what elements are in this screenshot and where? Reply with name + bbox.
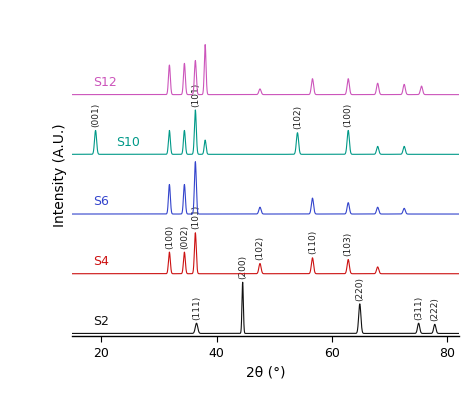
Text: (101): (101) xyxy=(191,82,200,107)
Text: (001): (001) xyxy=(91,103,100,127)
Y-axis label: Intensity (A.U.): Intensity (A.U.) xyxy=(53,124,67,227)
Text: (102): (102) xyxy=(293,105,302,129)
Text: (100): (100) xyxy=(165,225,174,249)
Text: (103): (103) xyxy=(344,232,353,256)
Text: (102): (102) xyxy=(255,236,264,260)
Text: (101): (101) xyxy=(191,205,200,229)
Text: (100): (100) xyxy=(344,103,353,127)
Text: S4: S4 xyxy=(93,255,109,268)
Text: (311): (311) xyxy=(414,295,423,320)
Text: (200): (200) xyxy=(238,255,247,279)
Text: S12: S12 xyxy=(93,76,117,89)
Text: S2: S2 xyxy=(93,315,109,328)
Text: S10: S10 xyxy=(116,136,140,149)
Text: (110): (110) xyxy=(308,230,317,254)
Text: (002): (002) xyxy=(180,225,189,249)
Text: (111): (111) xyxy=(192,295,201,320)
X-axis label: 2θ (°): 2θ (°) xyxy=(246,365,285,379)
Text: (222): (222) xyxy=(430,297,439,321)
Text: S6: S6 xyxy=(93,195,109,208)
Text: (220): (220) xyxy=(356,277,365,301)
